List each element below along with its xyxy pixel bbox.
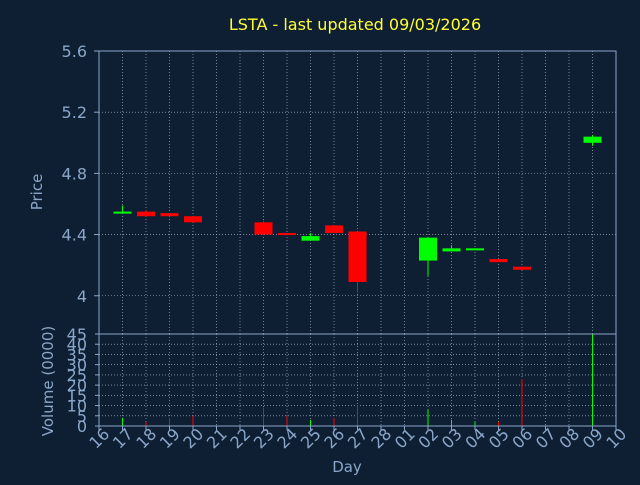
price-grid xyxy=(99,50,616,334)
candle-body xyxy=(513,266,531,270)
candle xyxy=(184,216,202,223)
candle xyxy=(113,205,132,214)
price-y-ticks: 5.6 5.2 4.8 4.4 4 xyxy=(62,42,99,306)
candle-body xyxy=(254,222,273,235)
volume-tick-label: 10 xyxy=(67,397,87,416)
candle-body xyxy=(348,231,367,282)
volume-axis-label: Volume (0000) xyxy=(39,326,57,436)
chart-title: LSTA - last updated 09/03/2026 xyxy=(229,15,481,34)
volume-tick-label: 35 xyxy=(67,345,87,364)
price-tick-label: 4 xyxy=(77,287,87,306)
candle xyxy=(583,135,602,146)
candle xyxy=(325,225,343,234)
price-tick-label: 4.4 xyxy=(62,226,87,245)
volume-tick-label: 15 xyxy=(67,386,87,405)
candle xyxy=(254,220,273,235)
candle-body xyxy=(278,233,296,236)
candle-body xyxy=(325,225,343,234)
candle xyxy=(489,259,508,263)
candle-body xyxy=(442,248,461,252)
volume-tick-label: 25 xyxy=(67,366,87,385)
candle-body xyxy=(466,248,484,251)
candle xyxy=(137,210,155,217)
candle-body xyxy=(160,213,179,217)
candle-body xyxy=(489,259,508,263)
volume-tick-label: 0 xyxy=(77,417,87,436)
candle xyxy=(466,248,484,251)
price-tick-label: 5.6 xyxy=(62,42,87,61)
candle xyxy=(348,231,367,293)
candle xyxy=(442,245,461,252)
volume-tick-label: 45 xyxy=(67,325,87,344)
x-axis-label: Day xyxy=(332,458,362,476)
volume-tick-label: 40 xyxy=(67,335,87,354)
candle xyxy=(160,213,179,217)
volume-bars xyxy=(122,334,593,426)
candle xyxy=(301,233,320,241)
candle-body xyxy=(137,211,155,217)
volume-tick-label: 30 xyxy=(67,356,87,375)
candle-body xyxy=(113,211,132,214)
volume-tick-label: 20 xyxy=(67,376,87,395)
price-axis-label: Price xyxy=(28,174,46,211)
candle xyxy=(278,233,296,236)
price-tick-label: 4.8 xyxy=(62,164,87,183)
volume-tick-label: 5 xyxy=(77,407,87,426)
candle xyxy=(513,266,531,270)
candle-body xyxy=(583,136,602,143)
candle-body xyxy=(419,237,437,261)
x-ticks: 1617181920212223242526272801020304050607… xyxy=(85,424,630,452)
price-tick-label: 5.2 xyxy=(62,103,87,122)
candle-body xyxy=(184,216,202,223)
candles xyxy=(113,135,602,293)
candle xyxy=(419,237,437,276)
candle-body xyxy=(301,236,320,241)
